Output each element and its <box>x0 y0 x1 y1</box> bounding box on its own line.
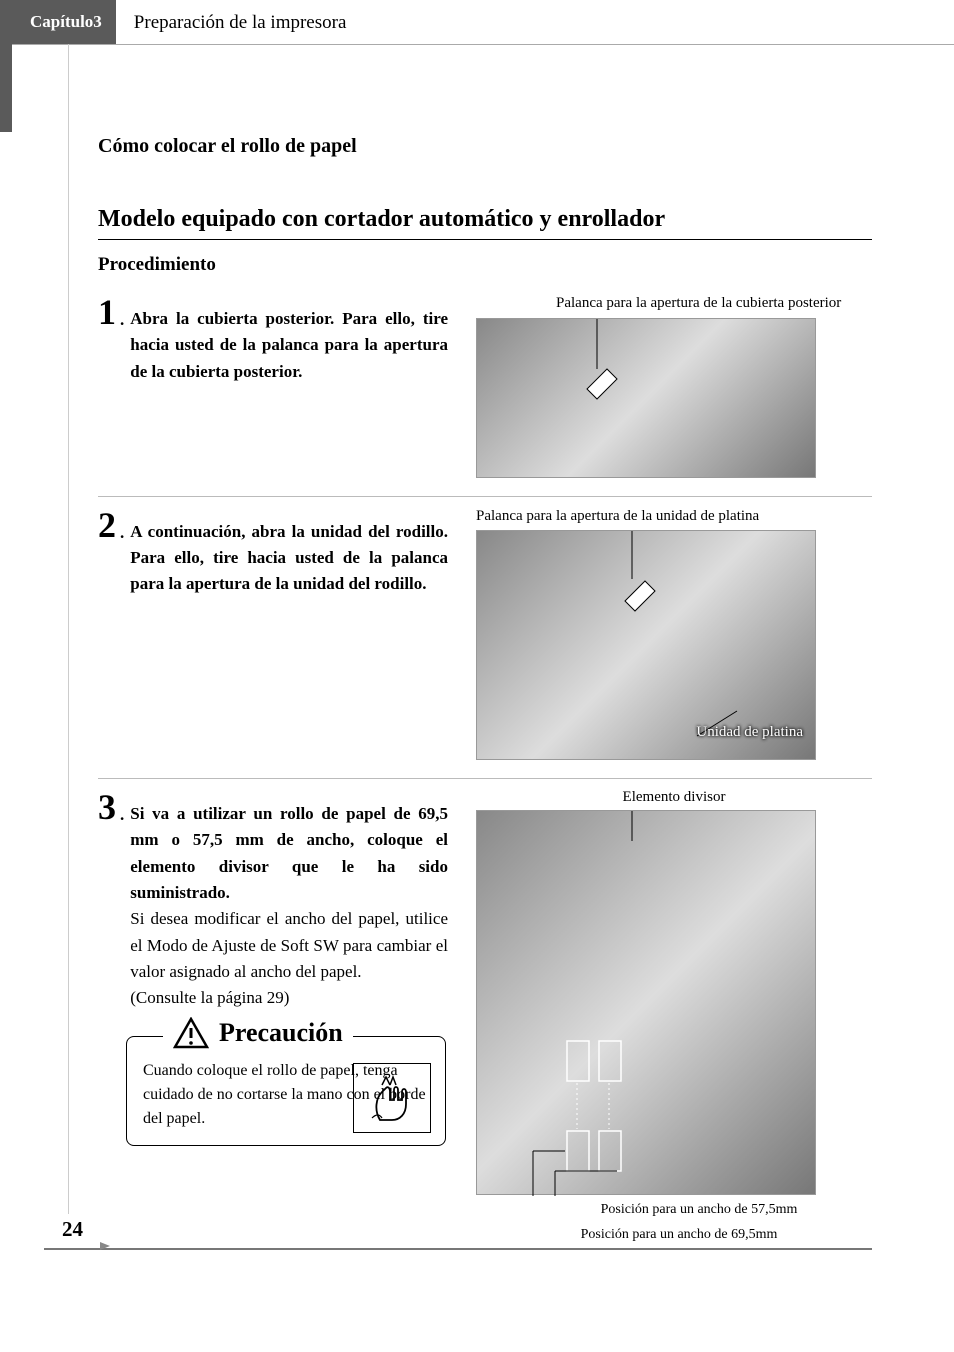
step-text: 3 . Si va a utilizar un rollo de papel d… <box>98 789 448 1245</box>
step-dot: . <box>120 805 124 825</box>
step-body: Si va a utilizar un rollo de papel de 69… <box>130 789 448 1012</box>
step-dot: . <box>120 523 124 543</box>
step-body: Abra la cubierta posterior. Para ello, t… <box>130 294 448 385</box>
image-caption: Elemento divisor <box>476 789 872 806</box>
step-body: A continuación, abra la unidad del rodil… <box>130 507 448 598</box>
step-text-normal: Si desea modificar el ancho del papel, u… <box>130 909 448 981</box>
step-number: 2 <box>98 507 116 543</box>
step-1: 1 . Abra la cubierta posterior. Para ell… <box>98 294 872 497</box>
step-3: 3 . Si va a utilizar un rollo de papel d… <box>98 789 872 1263</box>
position-label-2: Posición para un ancho de 69,5mm <box>476 1226 872 1245</box>
image-placeholder: Unidad de platina <box>476 530 816 760</box>
hand-cut-icon <box>353 1063 431 1133</box>
step-text-ref: (Consulte la página 29) <box>130 988 289 1007</box>
step-number: 1 <box>98 294 116 330</box>
step-image: Palanca para la apertura de la cubierta … <box>476 294 872 478</box>
caution-header: Precaución <box>163 1017 353 1049</box>
inside-label: Unidad de platina <box>696 724 803 741</box>
image-placeholder <box>476 810 816 1195</box>
page-content: Cómo colocar el rollo de papel Modelo eq… <box>0 45 954 1263</box>
page-footer <box>44 1248 872 1250</box>
image-caption: Palanca para la apertura de la unidad de… <box>476 507 872 527</box>
step-number: 3 <box>98 789 116 825</box>
caution-box: Precaución Cuando coloque el rollo de pa… <box>126 1036 446 1146</box>
step-text-bold: Si va a utilizar un rollo de papel de 69… <box>130 804 448 902</box>
step-image: Elemento divisor Posición para un ancho … <box>476 789 872 1245</box>
footer-notch <box>100 1242 110 1250</box>
page-header: Capítulo3 Preparación de la impresora <box>0 0 954 45</box>
warning-icon <box>173 1017 209 1049</box>
model-heading: Modelo equipado con cortador automático … <box>98 206 872 240</box>
step-text: 2 . A continuación, abra la unidad del r… <box>98 507 448 761</box>
procedure-label: Procedimiento <box>98 254 872 276</box>
step-image: Palanca para la apertura de la unidad de… <box>476 507 872 761</box>
chapter-title: Preparación de la impresora <box>116 0 954 44</box>
image-caption: Palanca para la apertura de la cubierta … <box>476 294 872 314</box>
position-label-1: Posición para un ancho de 57,5mm <box>476 1201 872 1220</box>
section-title: Cómo colocar el rollo de papel <box>98 135 872 158</box>
step-2: 2 . A continuación, abra la unidad del r… <box>98 507 872 780</box>
caution-title: Precaución <box>219 1018 343 1048</box>
step-dot: . <box>120 310 124 330</box>
hand-icon-wrap <box>353 1057 431 1133</box>
chapter-tab: Capítulo3 <box>0 0 116 44</box>
step-text: 1 . Abra la cubierta posterior. Para ell… <box>98 294 448 478</box>
page-number: 24 <box>62 1217 83 1242</box>
image-placeholder <box>476 318 816 478</box>
